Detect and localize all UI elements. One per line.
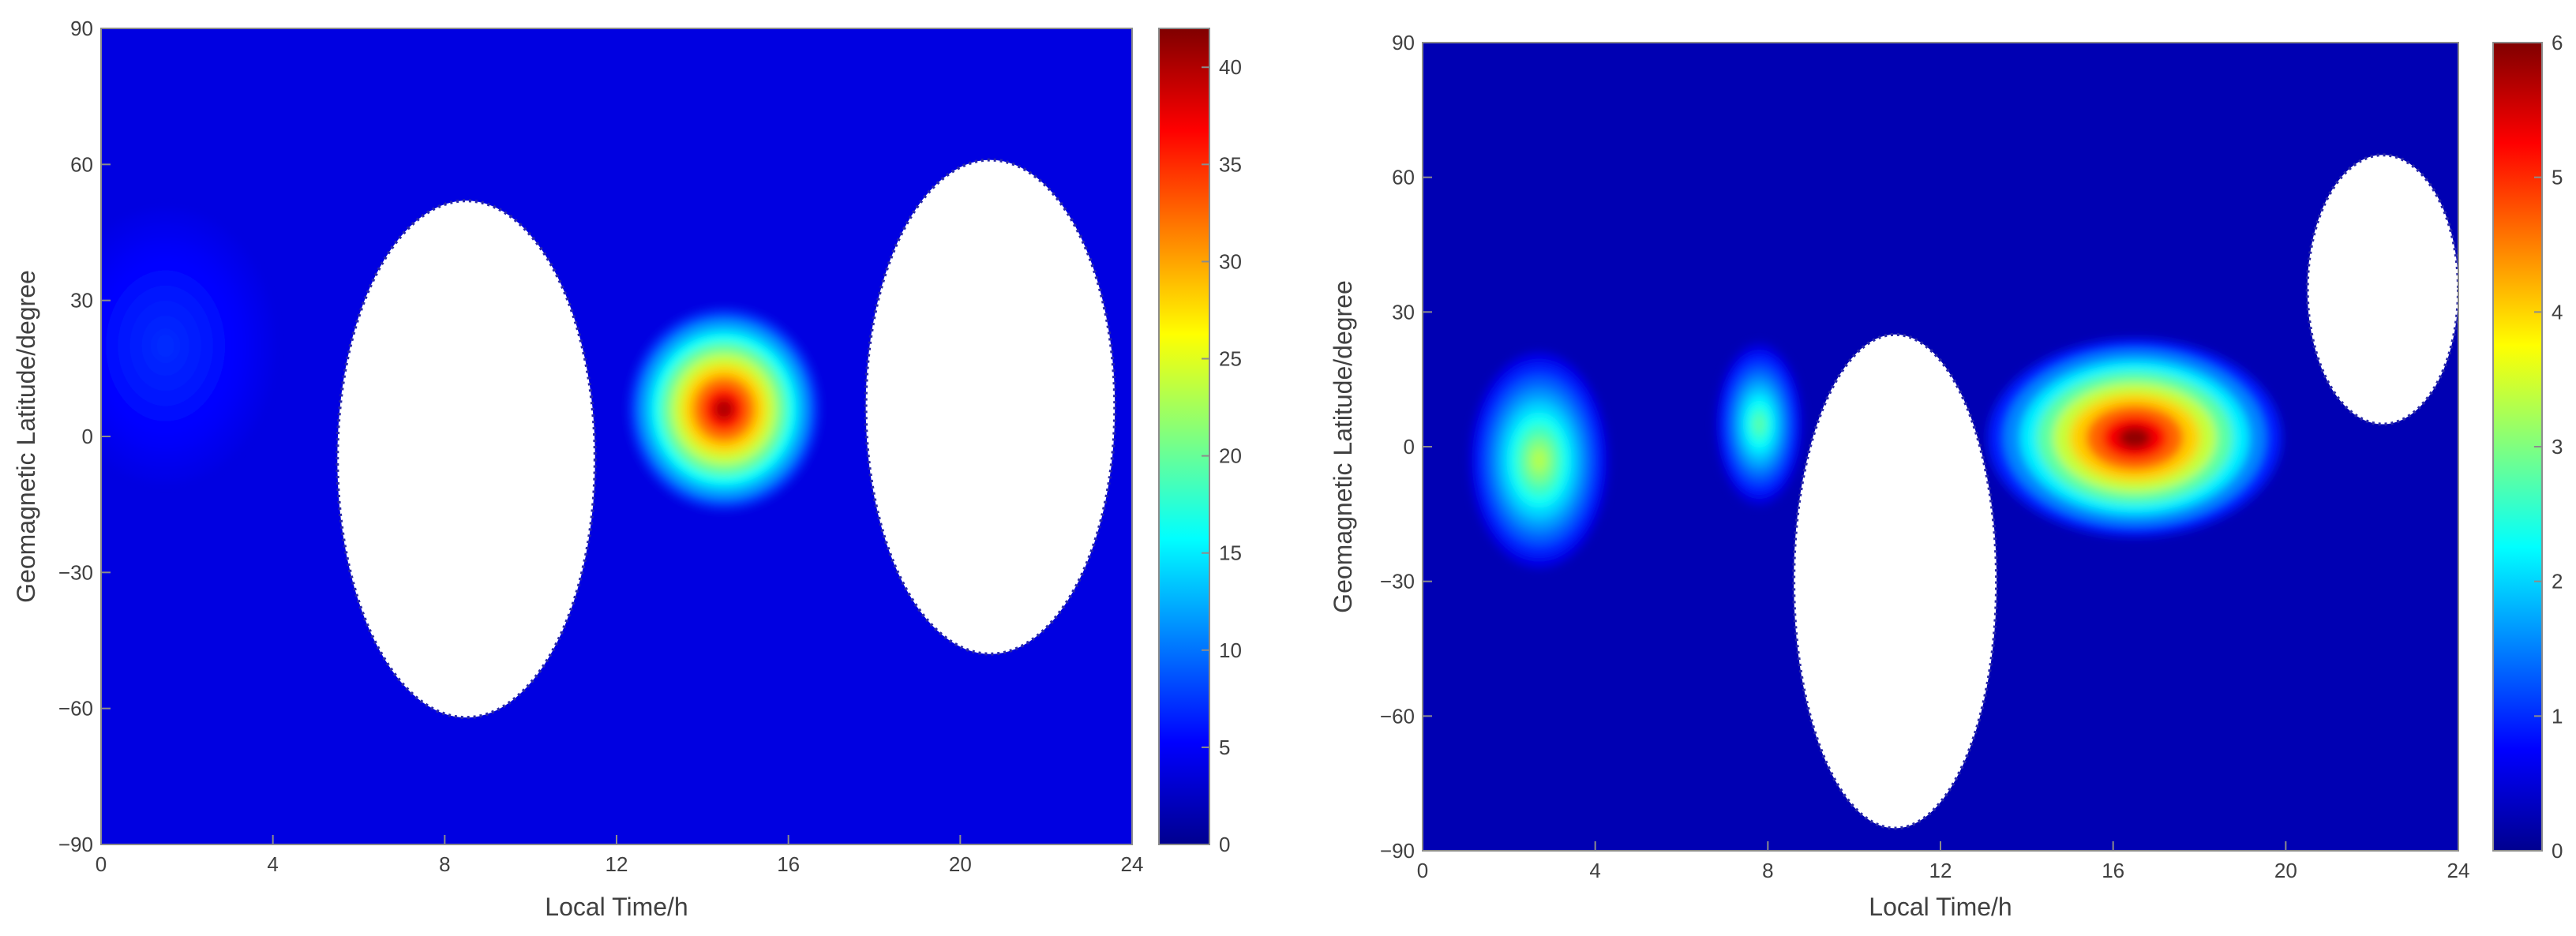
- x-tick-label: 24: [1121, 852, 1144, 876]
- colorbar-tick-label: 25: [1219, 347, 1242, 371]
- y-tick-label: 0: [82, 425, 93, 448]
- x-tick-label: 16: [2102, 859, 2124, 882]
- y-tick-label: 90: [1392, 31, 1415, 54]
- left-heatmap-plot-area: [101, 28, 1132, 844]
- x-tick-label: 24: [2447, 859, 2470, 882]
- hotspot-contour: [2118, 426, 2151, 449]
- right-y-axis-label: Geomagnetic Latitude/degree: [1329, 280, 1357, 613]
- heatmap-hotspot: [101, 209, 273, 482]
- y-tick-label: 30: [1392, 300, 1415, 324]
- x-tick-label: 12: [1929, 859, 1952, 882]
- y-tick-label: −30: [1380, 570, 1415, 593]
- colorbar-tick-label: 15: [1219, 541, 1242, 565]
- left-x-axis-ticks: 0 4 8 12 16 20 24: [96, 835, 1144, 876]
- right-colorbar: [2492, 42, 2543, 852]
- x-tick-label: 0: [1417, 859, 1428, 882]
- no-data-region: [336, 199, 597, 720]
- colorbar-tick-label: 2: [2552, 570, 2563, 593]
- colorbar-tick-label: 40: [1219, 55, 1242, 79]
- x-tick-label: 8: [1762, 859, 1773, 882]
- colorbar-tick-label: 3: [2552, 435, 2563, 459]
- y-tick-label: 30: [70, 289, 93, 313]
- no-data-region: [864, 158, 1117, 656]
- colorbar-tick-label: 5: [2552, 166, 2563, 189]
- x-tick-label: 12: [606, 852, 628, 876]
- y-tick-label: 60: [1392, 166, 1415, 189]
- colorbar-tick-label: 6: [2552, 31, 2563, 54]
- heatmap-hotspot: [629, 309, 819, 509]
- y-tick-label: 0: [1404, 435, 1415, 459]
- x-tick-label: 4: [1589, 859, 1600, 882]
- colorbar-tick-label: 35: [1219, 152, 1242, 176]
- left-heatmap-panel: 0 4 8 12 16 20 24 90 60 30 0 −30 −60 −90 Local Time/…: [12, 17, 1242, 921]
- hotspot-contour: [1531, 447, 1547, 473]
- colorbar-tick-label: 0: [2552, 839, 2563, 863]
- y-tick-label: −60: [58, 697, 93, 721]
- heatmap-hotspot: [1988, 339, 2282, 537]
- x-tick-label: 20: [949, 852, 972, 876]
- hotspot-contour: [713, 398, 735, 421]
- right-x-axis-ticks: 0 4 8 12 16 20 24: [1417, 841, 2470, 882]
- left-colorbar-ticks: 40 35 30 25 20 15 10 5 0: [1202, 55, 1242, 856]
- hotspot-contour: [153, 330, 178, 361]
- right-y-axis-ticks: 90 60 30 0 −30 −60 −90: [1380, 31, 1432, 863]
- heatmap-hotspot: [1470, 352, 1609, 568]
- left-y-axis-label: Geomagnetic Latitude/degree: [12, 270, 40, 603]
- x-tick-label: 8: [439, 852, 450, 876]
- right-x-axis-label: Local Time/h: [1869, 893, 2012, 921]
- x-tick-label: 16: [777, 852, 800, 876]
- no-data-region: [1792, 332, 1999, 830]
- x-tick-label: 0: [96, 852, 107, 876]
- right-colorbar-ticks: 6 5 4 3 2 1 0: [2534, 31, 2563, 863]
- colorbar-tick-label: 0: [1219, 833, 1230, 856]
- y-tick-label: 90: [70, 17, 93, 40]
- y-tick-label: −90: [1380, 839, 1415, 863]
- colorbar-tick-label: 10: [1219, 638, 1242, 662]
- y-tick-label: −30: [58, 560, 93, 584]
- colorbar-tick-label: 20: [1219, 444, 1242, 468]
- hotspot-contour: [1754, 415, 1764, 433]
- left-x-axis-label: Local Time/h: [545, 893, 688, 921]
- x-tick-label: 20: [2274, 859, 2297, 882]
- y-tick-label: −90: [58, 833, 93, 856]
- right-heatmap-plot-area: [1423, 43, 2458, 851]
- colorbar-tick-label: 5: [1219, 736, 1230, 759]
- y-tick-label: −60: [1380, 704, 1415, 728]
- colorbar-tick-label: 4: [2552, 300, 2563, 324]
- heatmap-hotspot: [1715, 343, 1803, 505]
- y-tick-label: 60: [70, 152, 93, 176]
- no-data-region: [2305, 153, 2458, 426]
- left-colorbar: [1158, 28, 1210, 845]
- left-y-axis-ticks: 90 60 30 0 −30 −60 −90: [58, 17, 111, 856]
- colorbar-tick-label: 1: [2552, 704, 2563, 728]
- colorbar-tick-label: 30: [1219, 249, 1242, 273]
- x-tick-label: 4: [267, 852, 278, 876]
